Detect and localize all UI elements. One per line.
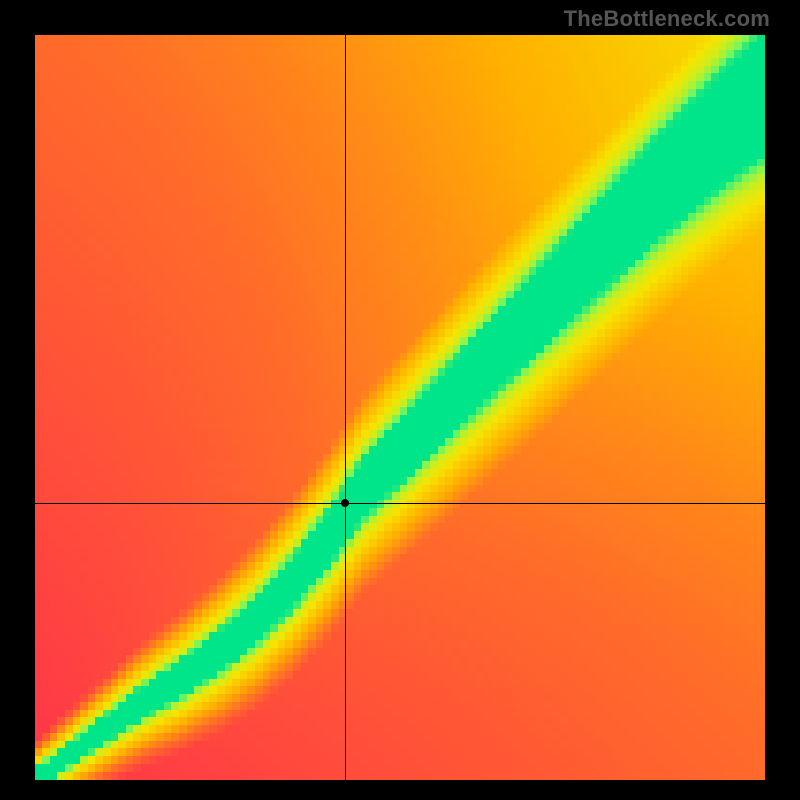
crosshair-horizontal xyxy=(35,503,765,504)
plot-area xyxy=(35,35,765,780)
heatmap-canvas xyxy=(35,35,765,780)
crosshair-vertical xyxy=(345,35,346,780)
watermark-text: TheBottleneck.com xyxy=(564,6,770,32)
data-point-marker xyxy=(341,499,349,507)
chart-container: TheBottleneck.com xyxy=(0,0,800,800)
